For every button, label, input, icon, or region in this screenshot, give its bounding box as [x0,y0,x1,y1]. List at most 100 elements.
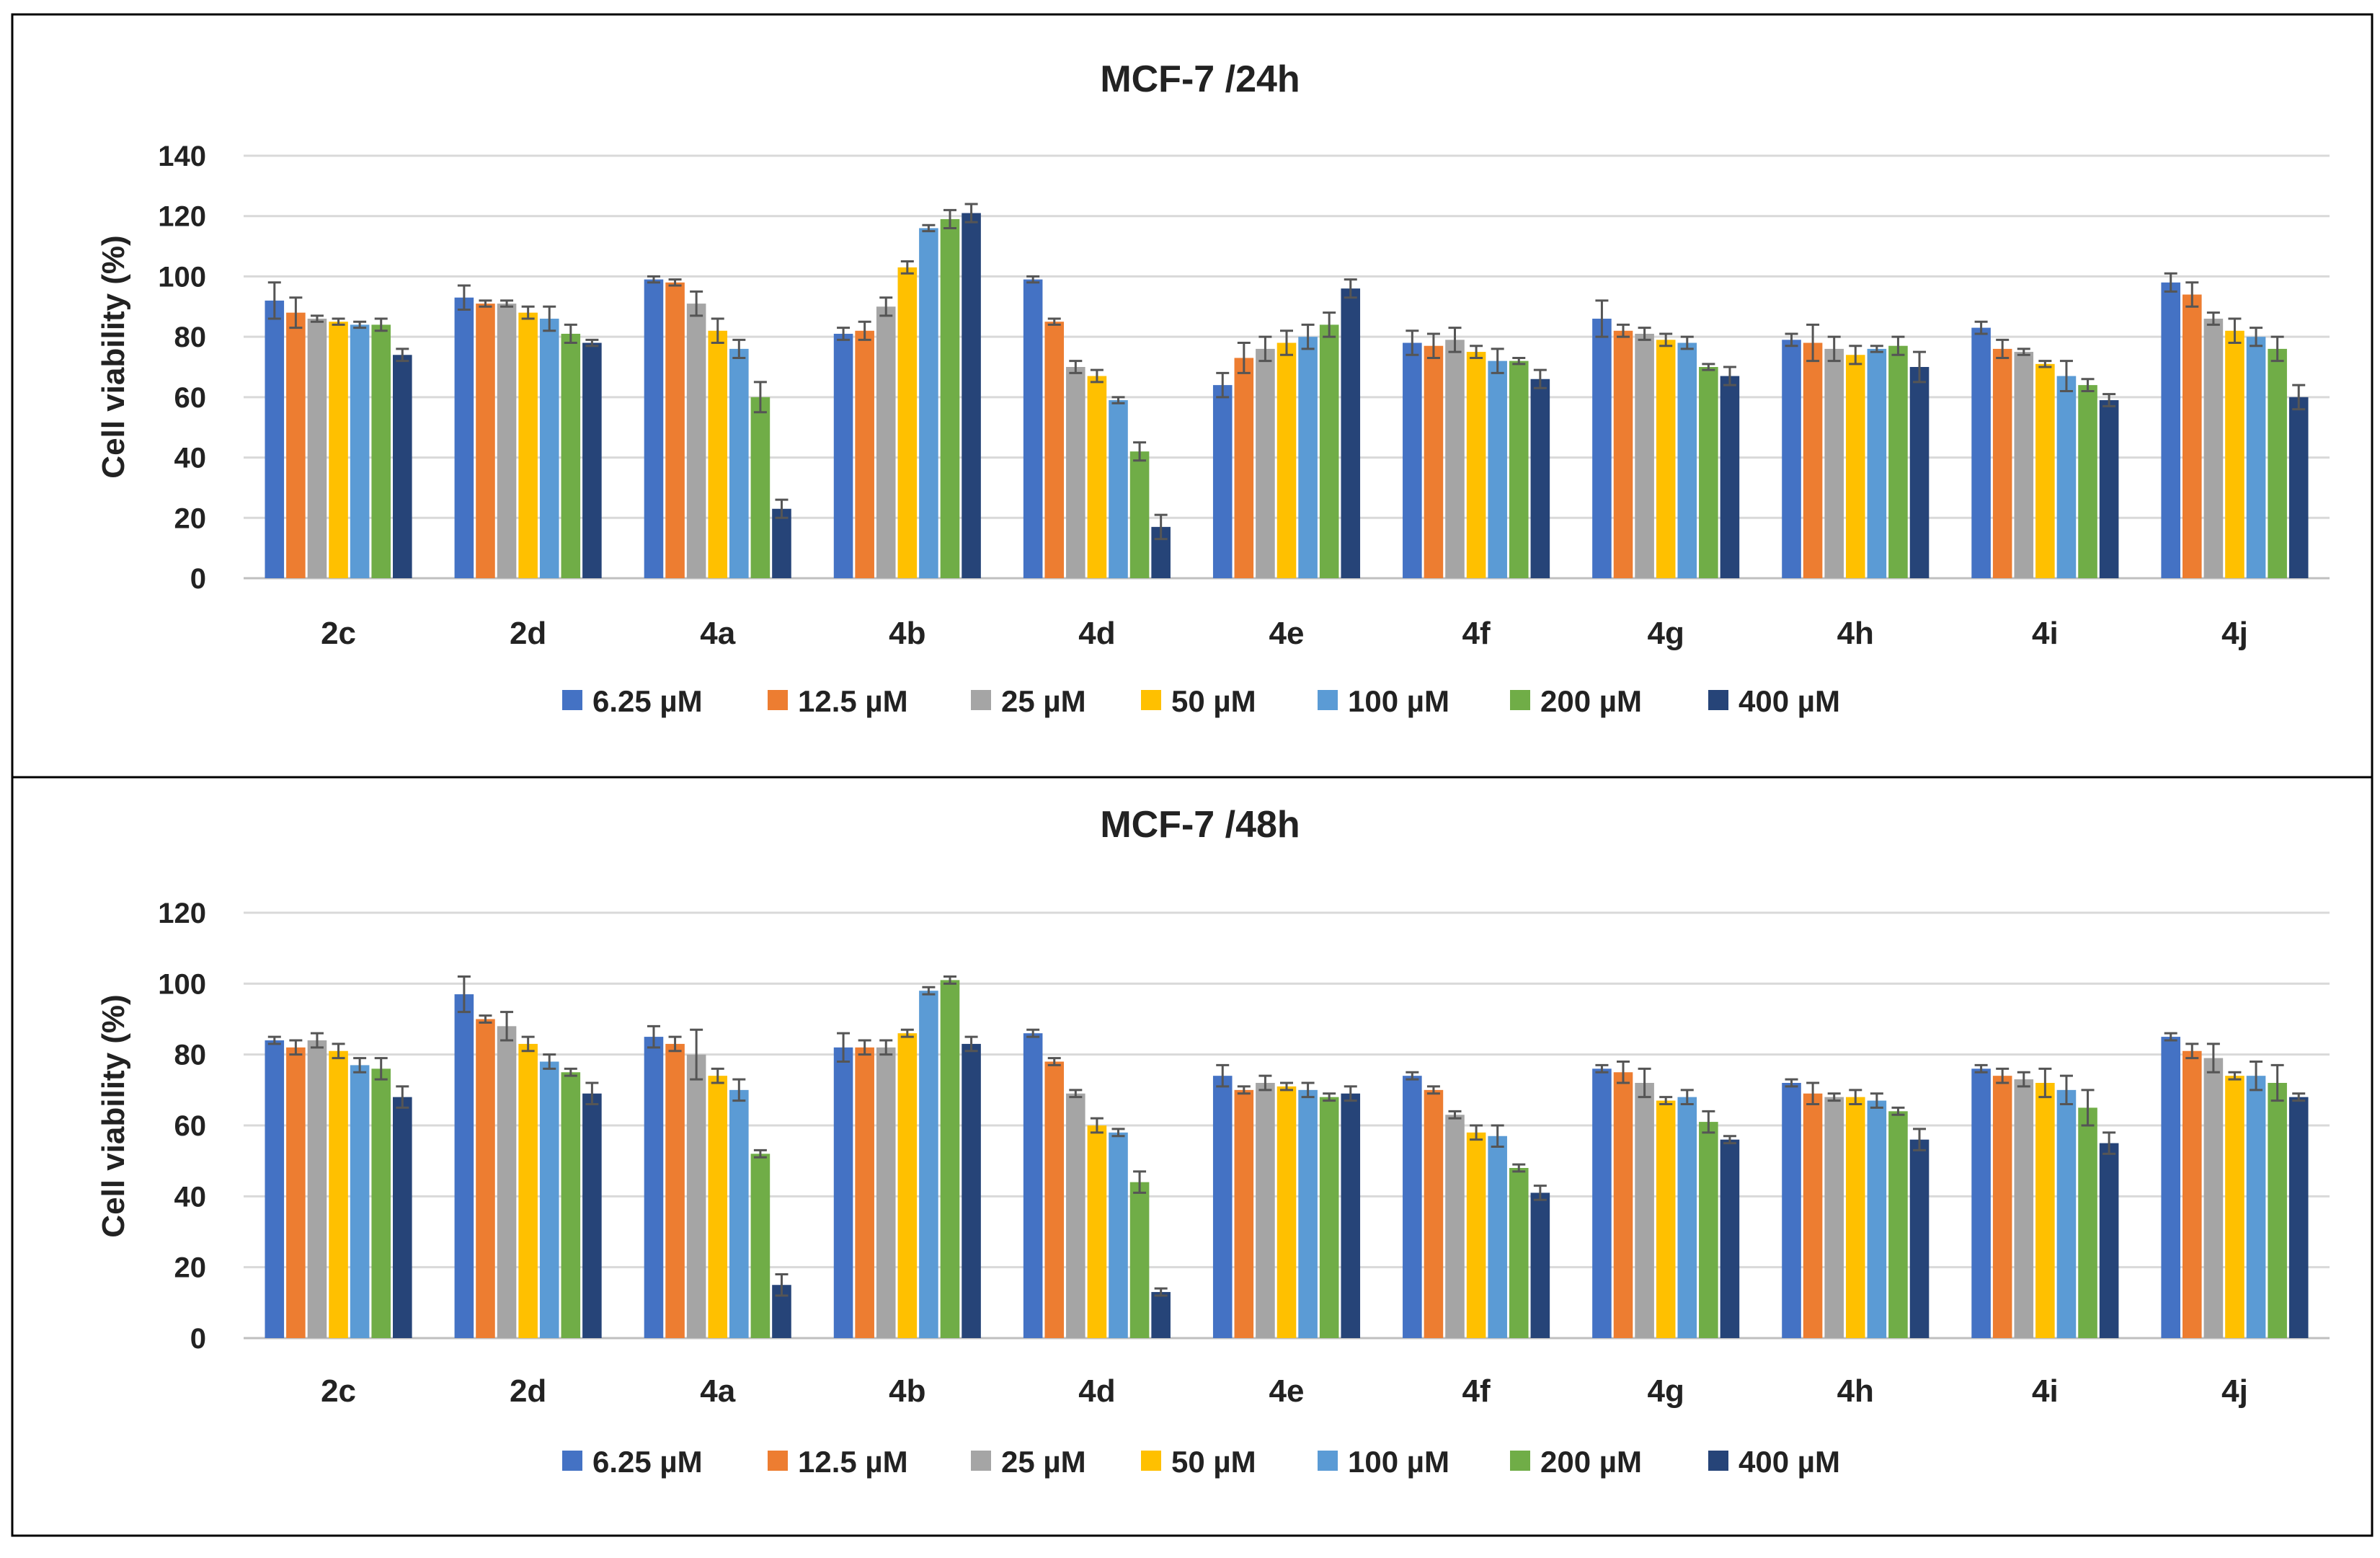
chart-title: MCF-7 /48h [1100,804,1300,846]
bar [1023,1033,1043,1338]
category-label: 4g [1648,616,1684,651]
bar [2035,1083,2055,1338]
chart-panel-24h: MCF-7 /24h Cell viability (%) 0 20 40 60 80 1… [0,0,2380,777]
bar [497,304,517,578]
category-label: 2d [510,1373,546,1409]
legend-label: 400 µM [1739,1445,1840,1479]
legend-label: 50 µM [1171,1445,1256,1479]
bar [1087,376,1107,578]
bar [2182,1050,2202,1338]
bar [897,267,918,578]
bar [1341,1093,1361,1338]
legend-swatch [1708,1451,1728,1471]
y-tick-label: 0 [190,1323,206,1355]
legend-swatch [971,1451,991,1471]
y-tick-label: 80 [174,1040,207,1071]
bar [1699,367,1718,578]
category-label: 4b [889,1373,925,1409]
bar [1656,1100,1676,1338]
bar [393,1097,412,1338]
bar [1298,337,1318,578]
bar [1992,348,2012,578]
legend-swatch [1708,690,1728,710]
bar [1044,1061,1065,1338]
category-label: 4d [1078,616,1115,651]
bar [393,355,412,578]
y-axis-label: Cell viability (%) [96,994,131,1237]
bar [1803,342,1823,578]
bar [2035,363,2055,578]
bar [1971,327,1991,578]
bar [1066,367,1085,578]
bar [1782,340,1801,578]
bar [919,228,938,578]
bar [1677,342,1697,578]
bar [1824,348,1844,578]
category-labels: 2c 2d 4a 4b 4d 4e 4f 4g 4h 4i 4j [321,1373,2248,1409]
bar [1276,342,1297,578]
category-label: 4f [1462,616,1491,651]
bar [1109,400,1128,578]
bar [1720,376,1740,578]
bar [833,1047,853,1338]
category-label: 4d [1078,1373,1115,1409]
bar [1613,1072,1633,1338]
bar [2014,352,2034,578]
category-label: 4j [2221,616,2248,651]
chart-48h: MCF-7 /48h Cell viability (%) 0 20 40 60 80 1… [11,777,2374,1537]
bar [2288,1097,2309,1338]
bar [1403,1076,1422,1338]
bar [1403,342,1422,578]
category-label: 4g [1648,1373,1684,1409]
bar [1992,1076,2012,1338]
bar [1298,1089,1318,1338]
bar [686,304,706,578]
bar [2078,1107,2097,1338]
legend-swatch [1510,690,1530,710]
bar [476,304,495,578]
bar [1635,1083,1654,1338]
bar [307,1040,327,1338]
bar [2225,1076,2244,1338]
y-tick-label: 60 [174,1110,207,1142]
chart-24h: MCF-7 /24h Cell viability (%) 0 20 40 60 80 1… [11,13,2374,777]
bar [1023,279,1043,578]
bar [1888,345,1908,578]
bar [1971,1068,1991,1338]
chart-panel-48h: MCF-7 /48h Cell viability (%) 0 20 40 60 80 1… [0,777,2380,1558]
bar [1256,348,1275,578]
bar [2246,1076,2266,1338]
bar [665,282,685,578]
y-axis-label: Cell viability (%) [96,235,131,478]
bar [2203,319,2224,578]
bar [2268,348,2287,578]
category-label: 4e [1269,616,1305,651]
y-tick-label: 40 [174,443,207,474]
legend: 6.25 µM 12.5 µM 25 µM 50 µM 100 µM 200 µM 400 … [562,1445,1840,1479]
bar [1212,1076,1233,1338]
bar [2014,1079,2034,1338]
bar [2056,376,2077,578]
bar [855,1047,874,1338]
bar [1803,1093,1823,1338]
bar [772,508,791,578]
bar [2161,1037,2180,1338]
bar [2246,337,2266,578]
bar [1488,1136,1507,1338]
bar [1867,348,1887,578]
bar [1909,1139,1930,1338]
bar [750,1154,771,1338]
bar [1424,345,1444,578]
category-label: 2c [321,616,356,651]
bar [1129,1182,1150,1338]
bar [2225,330,2244,578]
bar [2099,1143,2119,1338]
bar [371,324,391,578]
category-label: 4a [700,1373,735,1409]
bar [350,324,370,578]
bar [307,319,327,578]
category-label: 4f [1462,1373,1491,1409]
category-label: 4j [2221,1373,2248,1409]
bar [1909,367,1930,578]
bar [1592,1068,1612,1338]
